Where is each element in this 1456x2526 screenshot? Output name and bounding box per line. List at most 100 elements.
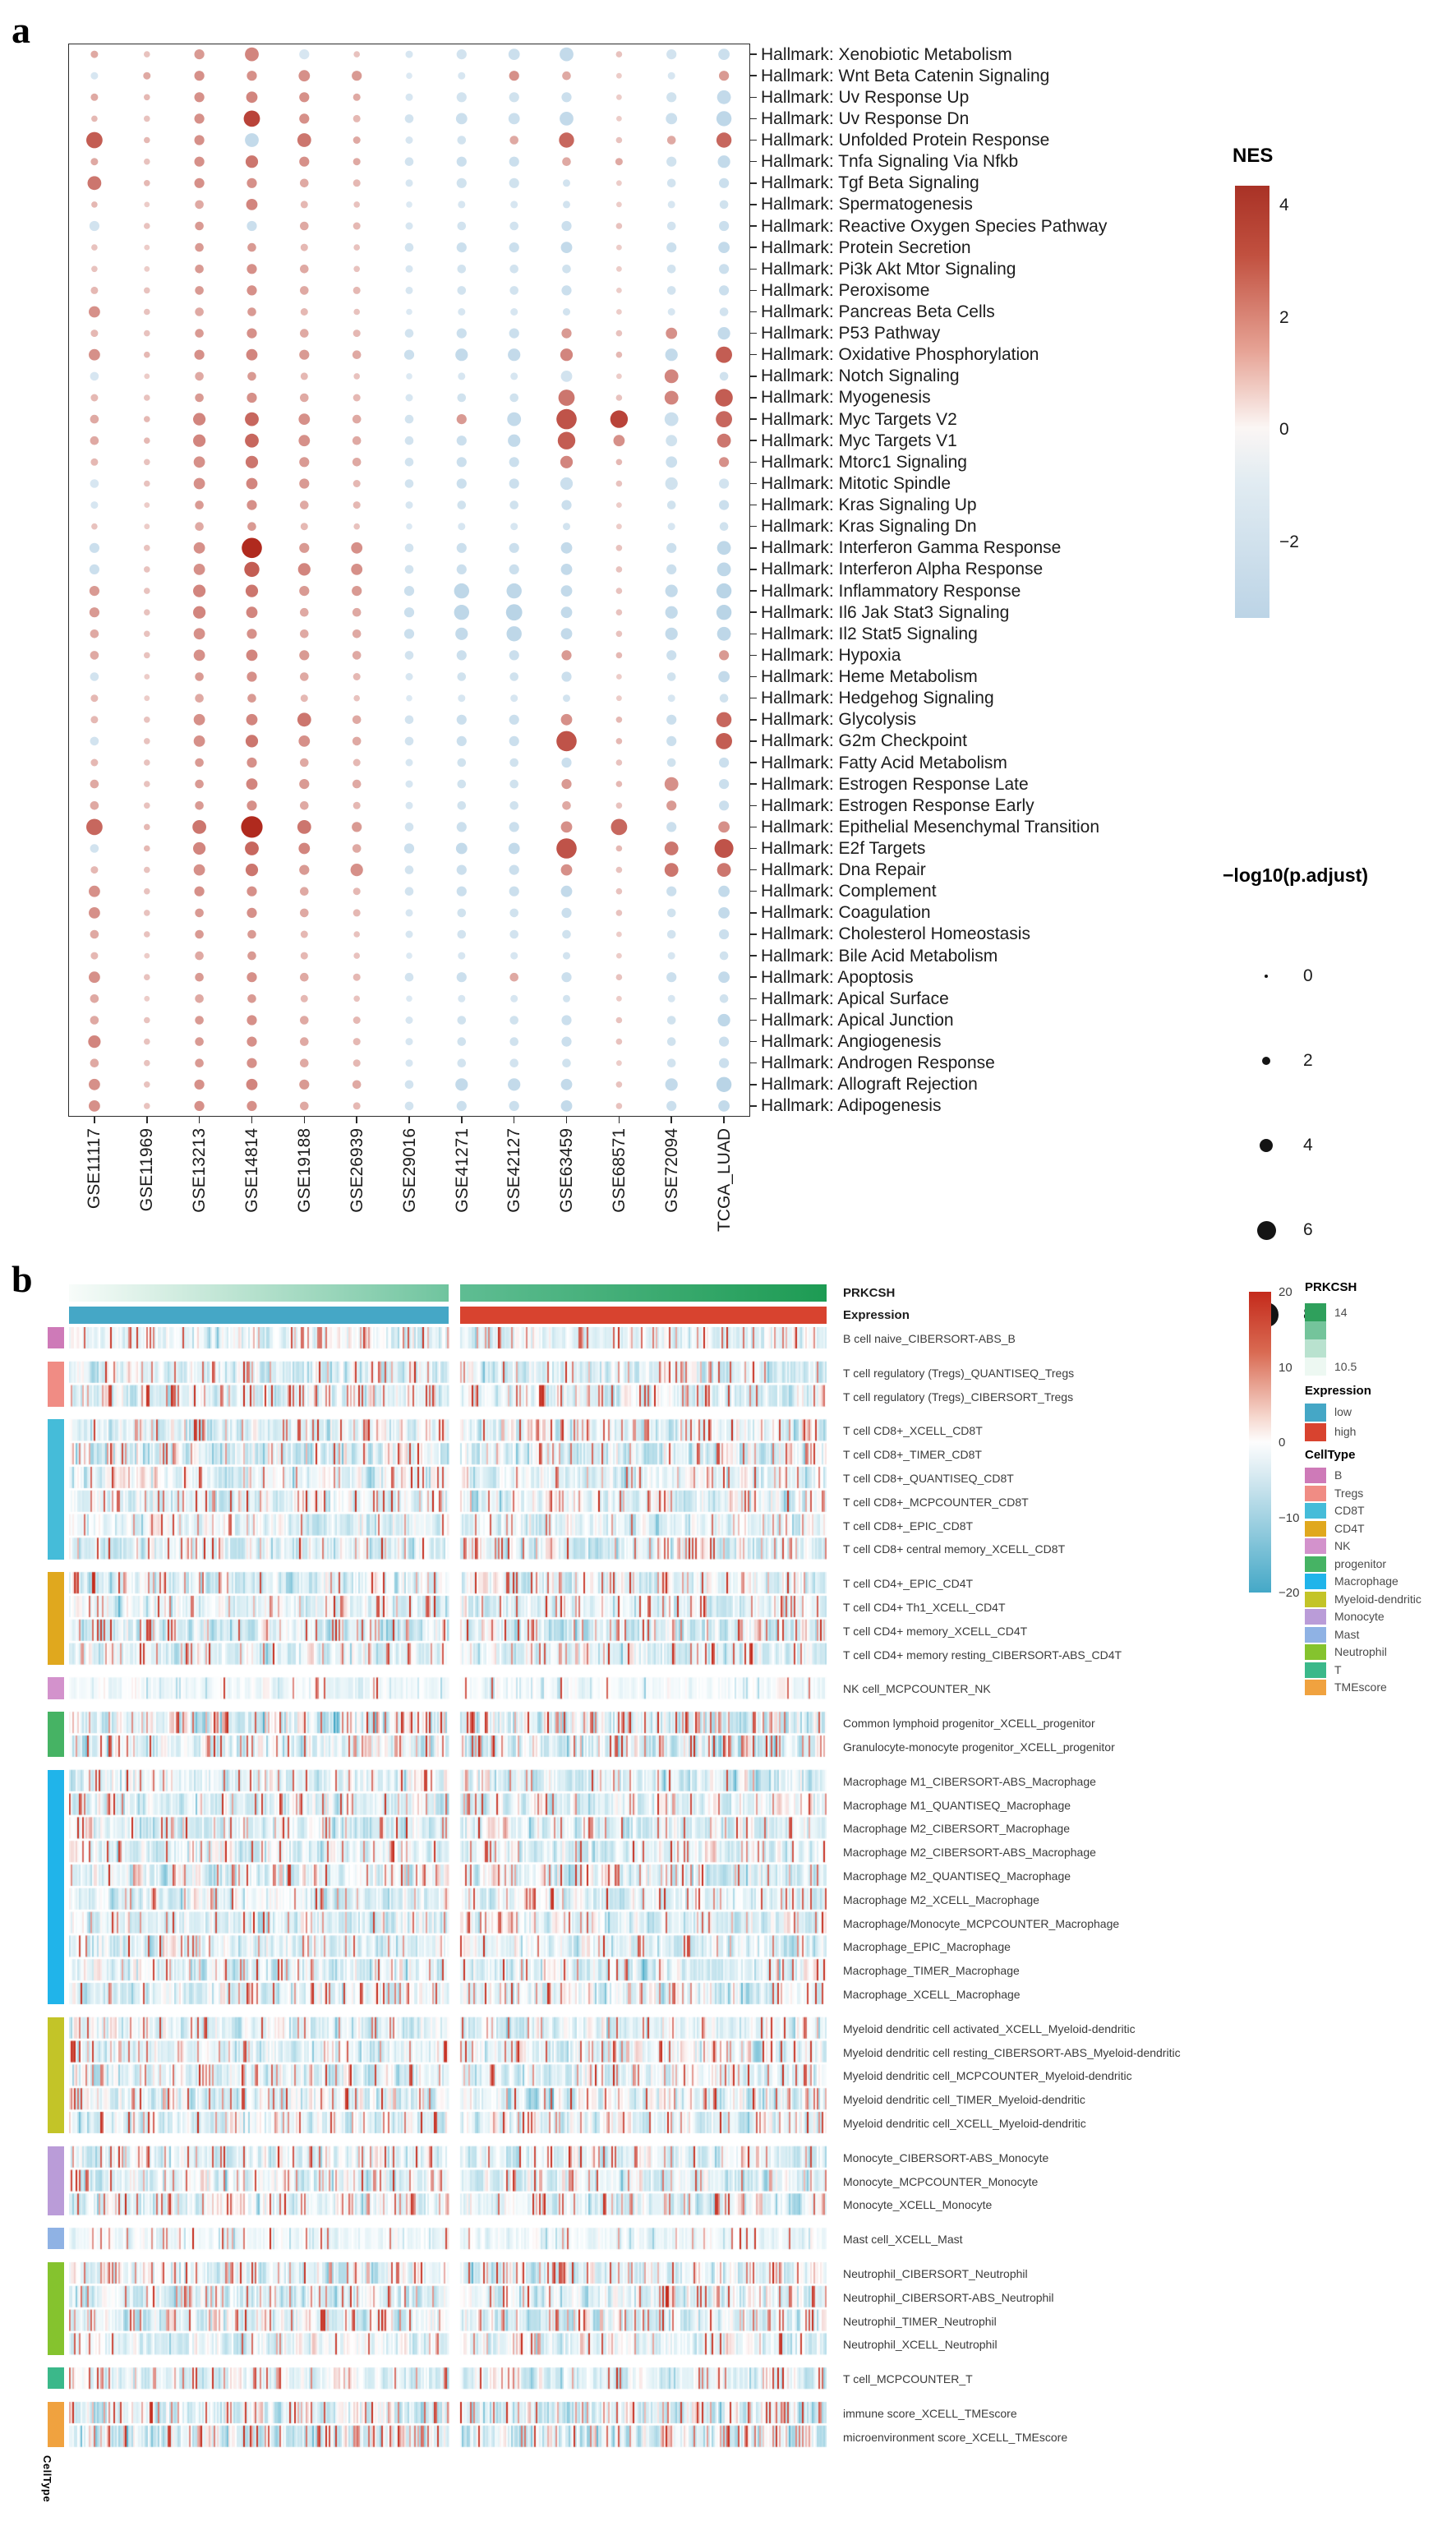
nes-dot [405,93,413,101]
nes-dot [616,995,622,1002]
nes-dot [719,929,730,940]
heatmap-colorbar-tick: 0 [1279,1436,1286,1450]
hallmark-row-label: Hallmark: Spermatogenesis [761,195,973,214]
nes-dot [560,628,573,640]
nes-dot [615,652,623,659]
nes-dot [666,156,677,167]
celltype-block-tmescore [48,2402,64,2448]
nes-dot [298,842,311,855]
nes-dot [245,735,259,748]
nes-dot [144,738,150,744]
celltype-legend-title: CellType [1305,1448,1356,1462]
nes-dot [458,71,466,80]
nes-dot [719,779,730,790]
nes-dot [562,1058,571,1067]
nes-dot [404,823,414,832]
expression-legend-swatch-high [1305,1423,1326,1441]
nes-dot [245,433,259,448]
nes-dot [352,114,361,122]
nes-dot [90,694,99,703]
nes-dot [90,501,99,509]
nes-dot [353,373,361,380]
nes-dot [666,886,677,897]
nes-dot [458,308,466,316]
nes-dot [666,1037,676,1046]
nes-dot [89,348,100,361]
nes-dot [90,1016,99,1025]
nes-dot [616,94,622,100]
celltype-legend-swatch [1305,1662,1326,1678]
nes-dot [90,394,99,402]
nes-dot [509,242,519,253]
nes-dot [719,371,729,381]
nes-dot [509,564,519,575]
nes-dot [193,477,205,490]
nes-dot [510,952,518,960]
hallmark-row-label: Hallmark: Androgen Response [761,1053,995,1073]
immune-row-label: Common lymphoid progenitor_XCELL_progeni… [843,1717,1095,1731]
nes-dot [245,133,259,147]
nes-dot [300,393,309,403]
nes-dot [561,1036,572,1047]
nes-dot [509,1100,519,1111]
nes-dot [193,713,205,726]
celltype-legend-swatch [1305,1538,1326,1554]
nes-dot [456,972,467,983]
dotplot-dots-layer [86,47,734,1112]
immune-row-label: Macrophage M2_CIBERSORT_Macrophage [843,1822,1070,1836]
nes-dot [404,458,414,467]
nes-dot [404,887,414,896]
nes-dot [352,501,361,509]
nes-dot [665,477,678,491]
nes-dot [247,264,257,274]
immune-row-label: Granulocyte-monocyte progenitor_XCELL_pr… [843,1740,1115,1754]
dotplot-row-tick [750,461,757,463]
nes-dot [300,500,309,509]
nes-dot [454,583,469,599]
expression-legend-title: Expression [1305,1384,1371,1398]
nes-dot [195,779,204,789]
nes-dot [192,820,207,834]
nes-dot [719,757,730,768]
nes-dot [719,220,730,232]
nes-dot [195,329,204,338]
hallmark-row-label: Hallmark: Interferon Alpha Response [761,560,1044,579]
nes-dot [144,995,150,1002]
nes-dot [144,244,150,251]
nes-dot [404,329,414,338]
expression-annotation-bar-low [69,1307,449,1324]
nes-dot [299,650,310,661]
nes-dot [352,136,361,144]
nes-dot [456,478,467,489]
nes-dot [195,951,204,961]
celltype-legend-swatch [1305,1591,1326,1607]
nes-dot [299,586,310,597]
nes-dot [144,545,150,551]
nes-dot [404,736,414,746]
nes-dot [247,994,256,1003]
nes-dot [561,972,572,983]
nes-dot [616,244,622,251]
nes-dot [299,478,310,489]
nes-dot [666,92,677,103]
nes-dot [195,200,204,210]
nes-dot [247,392,257,403]
nes-dot [615,330,623,337]
nes-dot [456,564,467,575]
nes-dot [247,177,257,188]
nes-dot [300,801,309,810]
dotplot-col-tick [565,1117,568,1123]
dotplot-col-tick [303,1117,306,1123]
immune-row-label: Neutrophil_CIBERSORT-ABS_Neutrophil [843,2290,1054,2304]
dotplot-row-tick [750,353,757,356]
nes-dot [90,758,99,767]
nes-dot [562,801,571,810]
nes-dot [666,435,678,447]
celltype-block-myeloid-dendritic [48,2017,64,2134]
nes-dot [352,629,362,638]
dotplot-row-tick [750,611,757,613]
nes-dot [144,802,150,809]
nes-dot [91,523,98,530]
nes-dot [616,523,622,530]
nes-dot [561,500,572,510]
